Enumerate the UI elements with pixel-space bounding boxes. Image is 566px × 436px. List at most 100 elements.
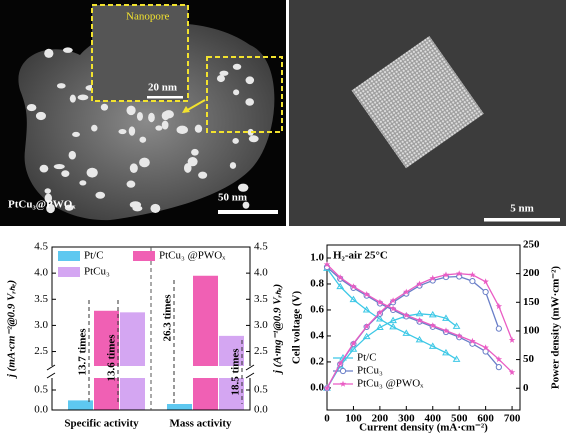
y-tick-label: 4.5: [34, 241, 48, 253]
nanoparticle: [148, 112, 155, 123]
nanoparticle: [233, 89, 240, 96]
y2-axis-label: j (A·mg⁻¹@0.9 Vᵣₕₑ): [272, 284, 284, 375]
nanocrystal: [351, 35, 484, 169]
scale-bar: [218, 210, 278, 214]
nanoparticle: [44, 193, 53, 203]
y2-tick-label: 100: [523, 324, 540, 336]
y2-tick-label: 0.5: [254, 384, 268, 396]
marker: [349, 295, 358, 303]
legend-label: PtCu₃ @PWOₓ: [159, 250, 226, 262]
marker: [415, 309, 424, 317]
power-line: [326, 313, 457, 389]
nanoparticle: [150, 203, 161, 213]
marker: [442, 327, 450, 334]
nanoparticle: [229, 162, 237, 169]
legend-label: PtCu₃: [84, 266, 110, 278]
marker: [403, 288, 410, 295]
marker: [429, 322, 436, 329]
marker: [350, 340, 357, 347]
annotation: 13.7 times: [77, 328, 89, 376]
nanoparticle: [187, 156, 198, 167]
marker: [375, 315, 384, 322]
nanoparticle: [191, 148, 199, 156]
nanoparticle: [128, 126, 136, 136]
marker: [495, 364, 502, 371]
nanoparticle: [126, 180, 136, 188]
line-chart: 0 100 200 300 400 500 600 7000.00.20.40.60.81.0…: [291, 239, 562, 434]
nanoparticle: [242, 201, 250, 209]
y-tick-label: 0.8: [310, 278, 324, 290]
marker: [428, 310, 437, 318]
plot-frame: [326, 244, 521, 411]
y2-tick-label: 4.5: [254, 241, 268, 253]
x-axis-label: Current density (mA·cm⁻²): [359, 422, 488, 434]
y2-tick-label: 200: [523, 267, 540, 279]
marker: [469, 271, 476, 278]
y-axis-label: Cell voltage (V): [291, 291, 303, 365]
y-tick-label: 2.5: [34, 345, 48, 357]
y-tick-label: 0.4: [310, 329, 324, 341]
legend-label: Pt/C: [357, 352, 377, 364]
x-tick-label: 200: [372, 413, 389, 425]
bar: [94, 310, 119, 410]
inset-scale-bar: [147, 96, 183, 99]
nanoparticle: [161, 120, 169, 130]
marker: [482, 278, 489, 285]
x-tick-label: 500: [451, 413, 468, 425]
inset-label: Nanopore: [126, 11, 169, 23]
nanoparticle: [132, 205, 143, 212]
bar: [167, 404, 192, 410]
particle-support: [18, 23, 275, 221]
nanoparticle: [91, 124, 98, 132]
nanoparticle: [26, 103, 37, 112]
nanoparticle: [44, 188, 51, 194]
nanoparticle: [100, 103, 109, 111]
marker: [452, 322, 461, 329]
marker: [442, 348, 450, 356]
nanoparticle: [64, 204, 74, 211]
marker: [508, 336, 516, 343]
scale-bar: [484, 218, 560, 222]
nanoparticle: [183, 163, 192, 173]
y2-tick-label: 2.5: [254, 345, 268, 357]
y-tick-label: 0.6: [310, 303, 324, 315]
break-mark: [46, 364, 255, 379]
y-axis-label: j (mA·cm⁻²@0.9 Vᵣₕₑ): [6, 280, 18, 379]
x-tick-label: Mass activity: [169, 418, 232, 430]
marker: [469, 337, 476, 344]
marker: [337, 360, 344, 367]
nanoparticle: [216, 74, 225, 83]
scale-label: 50 nm: [218, 192, 247, 204]
y2-tick-label: 4.0: [254, 267, 268, 279]
nanoparticle: [139, 157, 150, 168]
nanoparticle: [62, 47, 73, 53]
stem-image: Nanopore 20 nm PtCu₃@PWOₓ 50 nm: [0, 0, 286, 226]
marker: [362, 305, 371, 313]
x-tick-label: 700: [504, 413, 521, 425]
legend-label: Pt/C: [84, 250, 104, 262]
voltage-line: [326, 268, 457, 360]
zoom-arrow-head: [182, 106, 190, 113]
marker: [349, 345, 358, 352]
y2-tick-label: 0: [523, 382, 529, 394]
marker: [416, 280, 423, 287]
marker: [375, 323, 384, 330]
x-tick-label: 100: [345, 413, 362, 425]
nanoparticle: [163, 110, 174, 119]
nanoparticle: [39, 164, 49, 173]
marker: [389, 305, 397, 312]
marker: [389, 316, 397, 324]
y-tick-label: 4.0: [34, 267, 48, 279]
marker: [376, 298, 384, 305]
marker: [402, 329, 411, 336]
marker: [428, 342, 437, 349]
marker: [336, 282, 345, 290]
bar: [120, 312, 145, 410]
zoom-box: [206, 56, 283, 133]
scale-label: 5 nm: [510, 203, 534, 215]
marker: [337, 274, 344, 281]
x-tick-label: 400: [425, 413, 442, 425]
marker: [442, 271, 450, 278]
annotation: 18.5 times: [230, 348, 242, 396]
axis-break: [49, 366, 253, 378]
